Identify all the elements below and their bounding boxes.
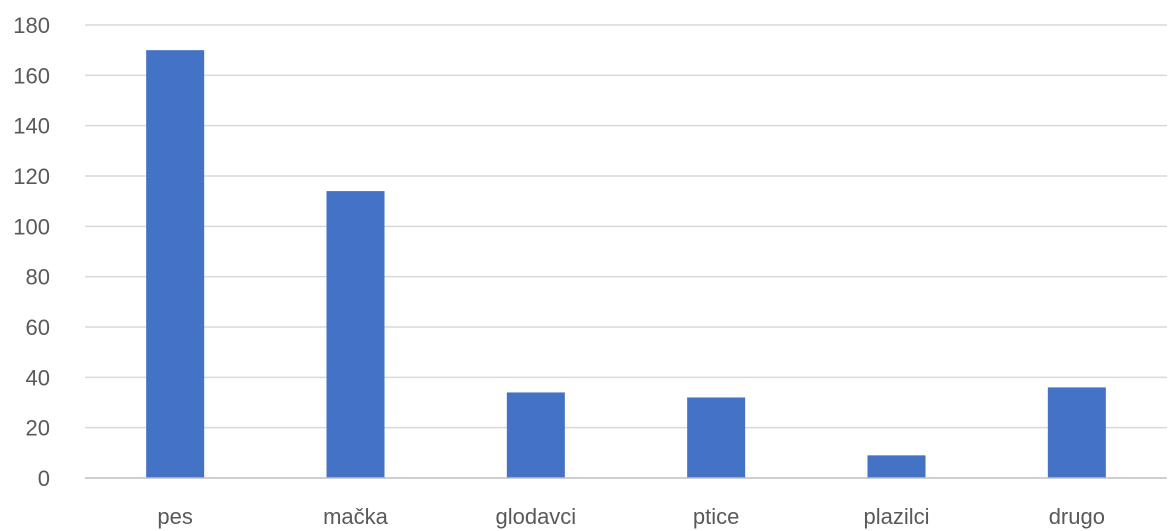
x-category-label: glodavci — [495, 504, 576, 529]
x-category-label: drugo — [1049, 504, 1105, 529]
y-axis-tick-labels: 0 20 40 60 80 100 120 140 160 180 — [13, 13, 50, 491]
bars — [146, 50, 1106, 479]
y-tick-label: 180 — [13, 13, 50, 38]
x-category-label: mačka — [323, 504, 389, 529]
y-tick-label: 120 — [13, 164, 50, 189]
bar-4 — [867, 455, 926, 478]
y-tick-label: 160 — [13, 63, 50, 88]
bar-2 — [506, 392, 565, 478]
gridlines — [85, 24, 1167, 429]
x-category-label: pes — [157, 504, 192, 529]
y-tick-label: 100 — [13, 214, 50, 239]
x-category-label: plazilci — [863, 504, 929, 529]
bar-5 — [1047, 387, 1106, 478]
bar-1 — [326, 191, 385, 478]
x-axis-category-labels: pes mačka glodavci ptice plazilci drugo — [157, 504, 1105, 529]
bar-0 — [146, 50, 205, 479]
y-tick-label: 0 — [38, 466, 50, 491]
y-tick-label: 20 — [26, 416, 50, 441]
y-tick-label: 140 — [13, 114, 50, 139]
y-tick-label: 80 — [26, 265, 50, 290]
bar-3 — [687, 397, 746, 478]
y-tick-label: 40 — [26, 365, 50, 390]
x-category-label: ptice — [693, 504, 739, 529]
y-tick-label: 60 — [26, 315, 50, 340]
